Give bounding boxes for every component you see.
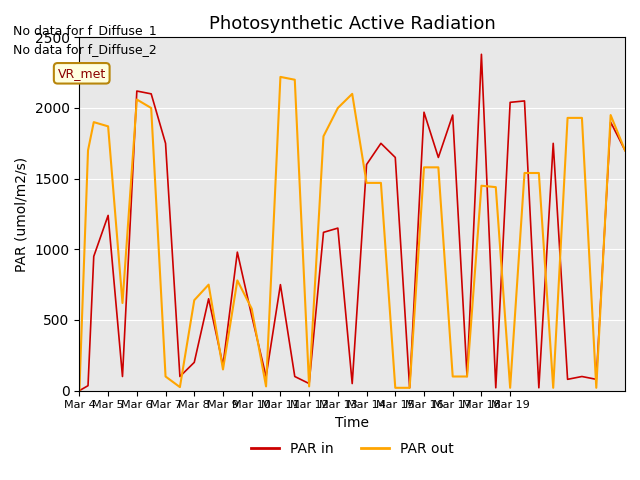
Legend: PAR in, PAR out: PAR in, PAR out (245, 436, 460, 461)
Y-axis label: PAR (umol/m2/s): PAR (umol/m2/s) (15, 156, 29, 272)
X-axis label: Time: Time (335, 416, 369, 430)
Text: VR_met: VR_met (58, 67, 106, 80)
Text: No data for f_Diffuse_2: No data for f_Diffuse_2 (13, 43, 157, 56)
Title: Photosynthetic Active Radiation: Photosynthetic Active Radiation (209, 15, 495, 33)
Text: No data for f_Diffuse_1: No data for f_Diffuse_1 (13, 24, 157, 37)
